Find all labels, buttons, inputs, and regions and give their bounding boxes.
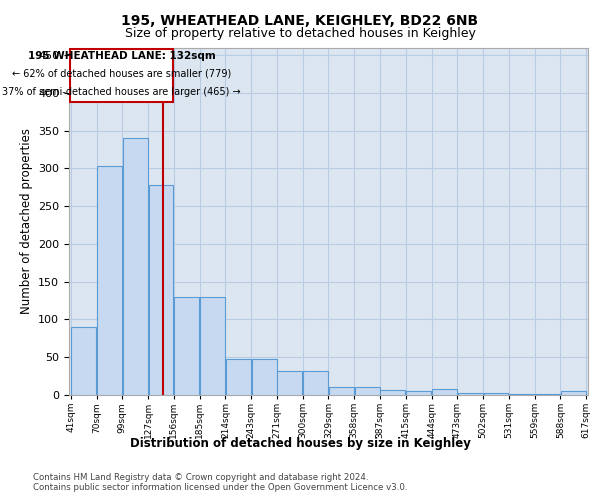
Bar — [406, 391, 431, 395]
Bar — [535, 394, 560, 395]
Bar — [251, 360, 277, 395]
Bar — [380, 390, 406, 395]
Bar — [175, 297, 199, 395]
Bar — [355, 388, 380, 395]
Bar — [484, 394, 508, 395]
Text: Contains HM Land Registry data © Crown copyright and database right 2024.: Contains HM Land Registry data © Crown c… — [33, 472, 368, 482]
Text: 195, WHEATHEAD LANE, KEIGHLEY, BD22 6NB: 195, WHEATHEAD LANE, KEIGHLEY, BD22 6NB — [121, 14, 479, 28]
Text: Size of property relative to detached houses in Keighley: Size of property relative to detached ho… — [125, 28, 475, 40]
Bar — [458, 392, 482, 395]
Text: Distribution of detached houses by size in Keighley: Distribution of detached houses by size … — [130, 438, 470, 450]
Bar — [226, 360, 251, 395]
Bar — [71, 327, 96, 395]
Bar — [97, 166, 122, 395]
Bar — [509, 394, 534, 395]
Bar — [70, 49, 173, 102]
Bar — [277, 371, 302, 395]
Bar — [561, 391, 586, 395]
Text: 195 WHEATHEAD LANE: 132sqm: 195 WHEATHEAD LANE: 132sqm — [28, 52, 215, 62]
Bar — [329, 388, 354, 395]
Bar — [123, 138, 148, 395]
Y-axis label: Number of detached properties: Number of detached properties — [20, 128, 32, 314]
Text: Contains public sector information licensed under the Open Government Licence v3: Contains public sector information licen… — [33, 484, 407, 492]
Bar — [303, 371, 328, 395]
Bar — [149, 185, 173, 395]
Bar — [432, 389, 457, 395]
Bar — [200, 297, 225, 395]
Text: 37% of semi-detached houses are larger (465) →: 37% of semi-detached houses are larger (… — [2, 86, 241, 97]
Text: ← 62% of detached houses are smaller (779): ← 62% of detached houses are smaller (77… — [12, 69, 231, 79]
